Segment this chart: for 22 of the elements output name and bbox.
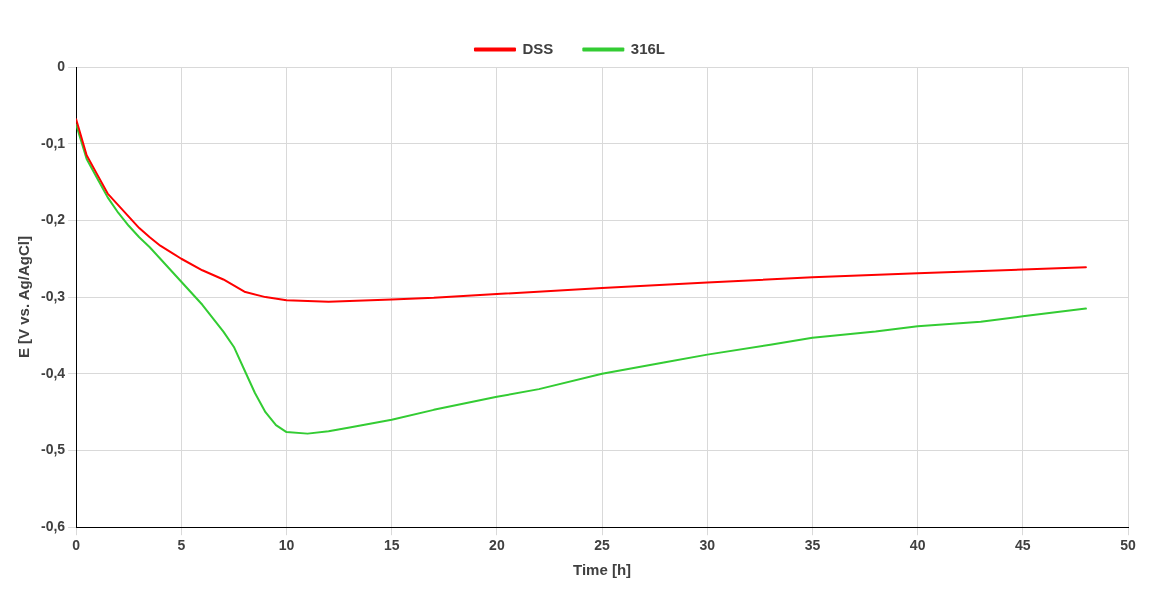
x-tick-label: 50: [1120, 537, 1136, 554]
x-tick-label: 5: [177, 537, 186, 554]
y-tick-label: -0,4: [41, 364, 66, 381]
x-tick-label: 15: [383, 537, 400, 554]
x-tick-label: 0: [72, 537, 81, 554]
y-axis-title: E [V vs. Ag/AgCl]: [15, 236, 33, 359]
y-tick-label: -0,1: [41, 134, 66, 151]
y-tick-label: -0,3: [41, 287, 66, 304]
legend-label: 316L: [630, 39, 666, 57]
y-tick-label: 0: [57, 57, 66, 74]
x-tick-label: 40: [909, 537, 926, 554]
x-tick-label: 30: [699, 537, 716, 554]
x-tick-label: 25: [594, 537, 611, 554]
legend-label: DSS: [522, 39, 554, 57]
x-axis-title: Time [h]: [573, 561, 632, 579]
x-tick-label: 20: [489, 537, 505, 554]
y-tick-label: -0,5: [41, 441, 66, 458]
y-tick-label: -0,6: [41, 518, 66, 535]
x-tick-label: 10: [278, 537, 295, 554]
x-tick-label: 45: [1015, 537, 1031, 554]
x-tick-label: 35: [804, 537, 821, 554]
y-tick-label: -0,2: [41, 211, 66, 228]
